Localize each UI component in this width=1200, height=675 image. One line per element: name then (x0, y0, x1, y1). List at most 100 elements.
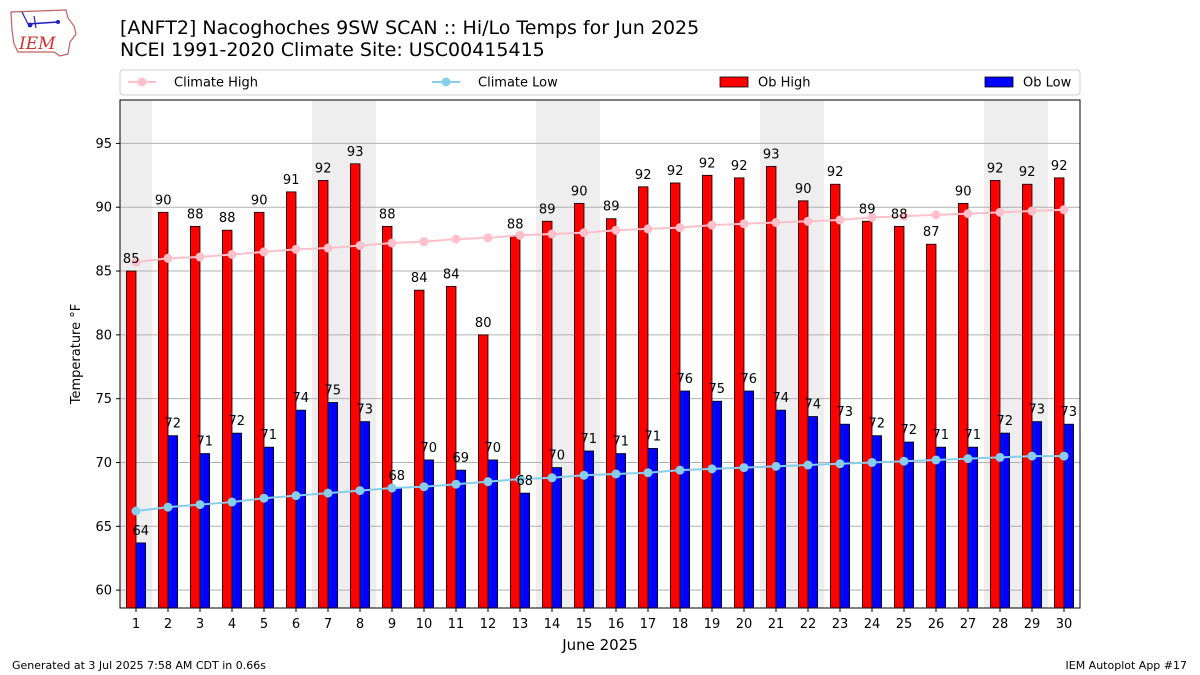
x-tick-label: 26 (928, 617, 945, 632)
y-gridlines (120, 142, 1080, 591)
y-tick-label: 75 (95, 392, 112, 407)
x-tick-label: 4 (228, 617, 236, 632)
climate-high-point (1059, 205, 1069, 215)
climate-high-point (643, 224, 653, 234)
ob-low-bar (1063, 423, 1074, 609)
climate-low-point (899, 456, 909, 466)
y-axis-label: Temperature °F (69, 304, 84, 405)
climate-low-point (675, 465, 685, 475)
climate-low-point (579, 470, 589, 480)
x-tick-label: 19 (704, 617, 721, 632)
ob-low-label: 73 (837, 405, 854, 420)
climate-low-point (771, 461, 781, 471)
ob-high-label: 92 (699, 156, 716, 171)
climate-low-point (931, 455, 941, 465)
ob-high-bar (253, 211, 265, 609)
ob-high-label: 90 (955, 184, 972, 199)
ob-high-label: 89 (539, 202, 556, 217)
ob-low-label: 72 (997, 414, 1014, 429)
y-tick-label: 85 (95, 265, 112, 280)
x-tick-label: 2 (164, 617, 172, 632)
x-tick-label: 23 (832, 617, 849, 632)
ob-high-label: 88 (507, 218, 524, 233)
climate-high-point (611, 225, 621, 235)
x-axis: 1 2 3 4 5 6 7 8 9 10 11 12 13 14 15 16 17 18 19 20 21 22 23 24 2… (132, 608, 1072, 632)
climate-high-point (387, 238, 397, 248)
ob-high-bar (606, 218, 617, 609)
ob-low-bar (839, 423, 851, 609)
ob-low-bar (391, 487, 403, 609)
ob-high-bar (445, 285, 457, 609)
ob-low-label: 71 (933, 428, 950, 443)
ob-high-bar (990, 180, 1001, 609)
ob-high-bar (958, 202, 969, 609)
ob-high-label: 92 (635, 168, 652, 183)
y-axis: 60 65 70 75 80 85 90 95 (95, 137, 120, 599)
ob-low-label: 73 (1061, 405, 1078, 420)
ob-low-label: 71 (965, 428, 982, 443)
climate-high-point (259, 247, 269, 257)
ob-high-bar (670, 182, 681, 609)
ob-high-label: 92 (731, 159, 748, 174)
ob-high-bar (574, 202, 585, 609)
ob-high-bars (126, 163, 1065, 609)
climate-high-point (419, 237, 429, 247)
ob-low-label: 74 (293, 391, 310, 406)
ob-low-bars (135, 390, 1074, 609)
x-tick-label: 16 (608, 617, 625, 632)
ob-high-bar (894, 225, 905, 609)
ob-low-label: 71 (645, 429, 662, 444)
ob-low-bar (775, 409, 787, 609)
climate-low-point (163, 502, 173, 512)
ob-low-label: 74 (805, 398, 822, 413)
ob-high-bar (734, 177, 745, 609)
climate-low-point (643, 468, 653, 478)
ob-high-bar (189, 225, 201, 609)
climate-high-point (675, 223, 685, 233)
ob-high-bar (157, 211, 169, 609)
ob-high-label: 90 (795, 182, 812, 197)
ob-low-bar (359, 421, 371, 609)
ob-low-label: 75 (325, 384, 342, 399)
ob-low-bar (679, 390, 691, 609)
ob-low-label: 64 (133, 524, 150, 539)
x-tick-label: 1 (132, 617, 140, 632)
ob-high-label: 85 (123, 252, 140, 267)
climate-high-point (131, 257, 141, 267)
climate-high-point (163, 253, 173, 263)
climate-low-point (611, 469, 621, 479)
plot-frame (119, 99, 1081, 609)
x-axis-label: June 2025 (561, 636, 638, 654)
y-tick-label: 80 (95, 328, 112, 343)
climate-low-point (323, 488, 333, 498)
ob-high-label: 92 (667, 164, 684, 179)
ob-low-label: 68 (389, 469, 406, 484)
ob-high-label: 90 (251, 193, 268, 208)
climate-low-point (291, 491, 301, 501)
climate-high-point (963, 209, 973, 219)
ob-low-label: 73 (357, 403, 374, 418)
ob-low-bar (903, 441, 915, 609)
x-tick-label: 3 (196, 617, 204, 632)
climate-high-point (323, 243, 333, 253)
climate-low-point (355, 486, 365, 496)
climate-low-point (195, 500, 205, 510)
ob-high-label: 88 (891, 207, 908, 222)
climate-high-point (291, 244, 301, 254)
ob-low-bar (423, 459, 435, 609)
legend-label: Ob Low (1023, 76, 1072, 91)
ob-low-label: 73 (1029, 403, 1046, 418)
ob-high-label: 92 (1051, 159, 1068, 174)
ob-low-label: 72 (165, 417, 182, 432)
climate-low-point (995, 452, 1005, 462)
climate-low-point (547, 473, 557, 483)
climate-low-point (131, 506, 141, 516)
ob-high-bar (381, 225, 393, 609)
ob-low-label: 71 (197, 435, 214, 450)
climate-high-point (931, 210, 941, 220)
climate-low-point (515, 474, 525, 484)
ob-low-bar (1031, 421, 1042, 609)
x-tick-label: 30 (1056, 617, 1073, 632)
x-tick-label: 29 (1024, 617, 1041, 632)
